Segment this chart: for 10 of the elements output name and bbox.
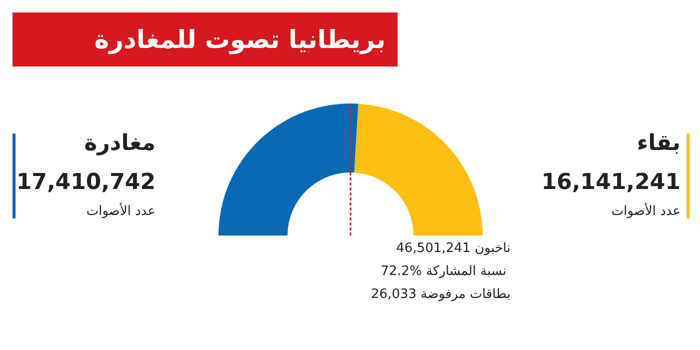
text: 46,501,241 ناخبون <box>396 241 511 256</box>
text: عدد الأصوات <box>86 202 156 219</box>
data-label: 16,141,241 <box>541 170 681 195</box>
text: 72.2% نسبة المشاركة <box>380 264 506 279</box>
slice-label: مغادرة <box>84 131 156 156</box>
data-label: 17,410,742 <box>16 170 156 195</box>
text: 26,033 بطاقات مرفوضة <box>371 287 511 302</box>
slice-label: بقاء <box>636 131 681 156</box>
chart-title: بريطانيا تصوت للمغادرة <box>94 25 386 55</box>
text: عدد الأصوات <box>611 202 681 219</box>
